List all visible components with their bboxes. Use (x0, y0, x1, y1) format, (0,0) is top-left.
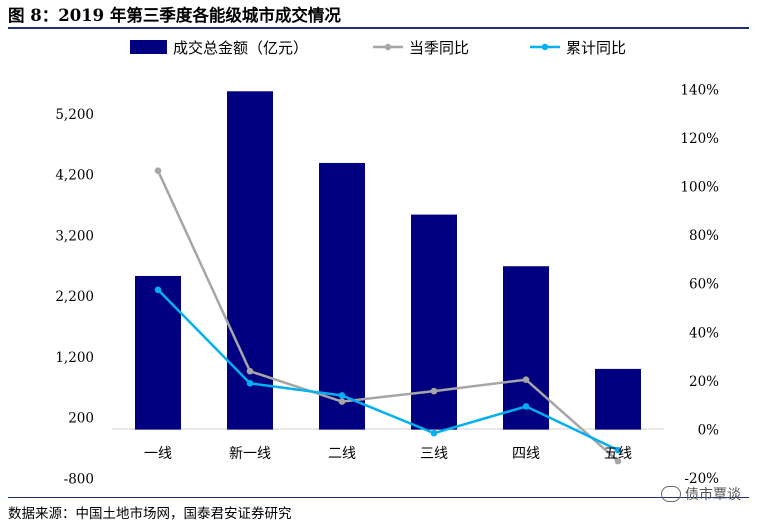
right-tick-label: 120% (680, 131, 719, 147)
wechat-icon (661, 486, 681, 502)
left-tick-label: 1,200 (55, 350, 94, 366)
cumulative-point (430, 429, 438, 437)
category-label: 一线 (144, 446, 172, 462)
seasonal-point (614, 457, 622, 465)
legend-marker-cumulative (541, 43, 549, 51)
line-series (154, 167, 622, 465)
legend-swatch-bar (130, 40, 167, 54)
left-axis: -800 200 1,200 2,200 3,200 4,200 5,200 (55, 107, 94, 488)
left-tick-label: 4,200 (55, 168, 94, 184)
cumulative-point (246, 380, 254, 387)
right-tick-label: 20% (689, 374, 719, 390)
left-tick-label: 2,200 (55, 289, 94, 305)
cumulative-point (522, 403, 530, 410)
legend: 成交总金额（亿元） 当季同比 累计同比 (130, 39, 626, 57)
bar (227, 91, 273, 430)
category-label: 三线 (420, 446, 448, 462)
left-tick-label: 3,200 (55, 228, 94, 244)
bar (319, 162, 365, 430)
right-tick-label: 140% (680, 82, 719, 98)
seasonal-point (522, 376, 530, 383)
legend-label-bar: 成交总金额（亿元） (173, 39, 308, 57)
bar-series (135, 91, 641, 430)
legend-label-cumulative: 累计同比 (566, 39, 626, 57)
right-tick-label: 40% (689, 325, 719, 341)
bar (135, 275, 181, 430)
right-axis: -20% 0% 20% 40% 60% 80% 100% 120% 140% (680, 82, 719, 487)
footer-divider (8, 497, 749, 498)
category-axis: 一线 新一线 二线 三线 四线 五线 (144, 446, 632, 462)
bar (411, 214, 457, 430)
bar (595, 368, 641, 430)
category-label: 四线 (512, 446, 540, 462)
cumulative-point (338, 392, 346, 399)
title-divider (8, 27, 749, 29)
seasonal-point (430, 387, 438, 395)
cumulative-point (154, 286, 162, 294)
right-tick-label: 100% (680, 180, 719, 196)
right-tick-label: -20% (684, 471, 719, 487)
source-note: 数据来源：中国土地市场网，国泰君安证券研究 (8, 506, 292, 522)
right-tick-label: 60% (689, 277, 719, 293)
watermark: 债市覃谈 (661, 484, 741, 504)
legend-label-seasonal: 当季同比 (409, 39, 469, 57)
chart-title: 图 8：2019 年第三季度各能级城市成交情况 (8, 6, 341, 25)
cumulative-point (614, 446, 622, 454)
category-label: 新一线 (229, 446, 271, 462)
category-label: 五线 (604, 446, 632, 462)
seasonal-line (156, 170, 619, 463)
right-tick-label: 0% (698, 423, 720, 439)
cumulative-line (157, 288, 619, 452)
legend-marker-seasonal (384, 43, 392, 51)
category-label: 二线 (328, 446, 356, 462)
seasonal-point (154, 167, 162, 175)
bar (503, 266, 549, 430)
left-tick-label: -800 (64, 471, 94, 487)
seasonal-point (246, 367, 254, 375)
seasonal-point (338, 398, 346, 405)
left-tick-label: 5,200 (55, 107, 94, 123)
watermark-text: 债市覃谈 (685, 487, 741, 503)
left-tick-label: 200 (68, 411, 94, 427)
right-tick-label: 80% (689, 228, 719, 244)
